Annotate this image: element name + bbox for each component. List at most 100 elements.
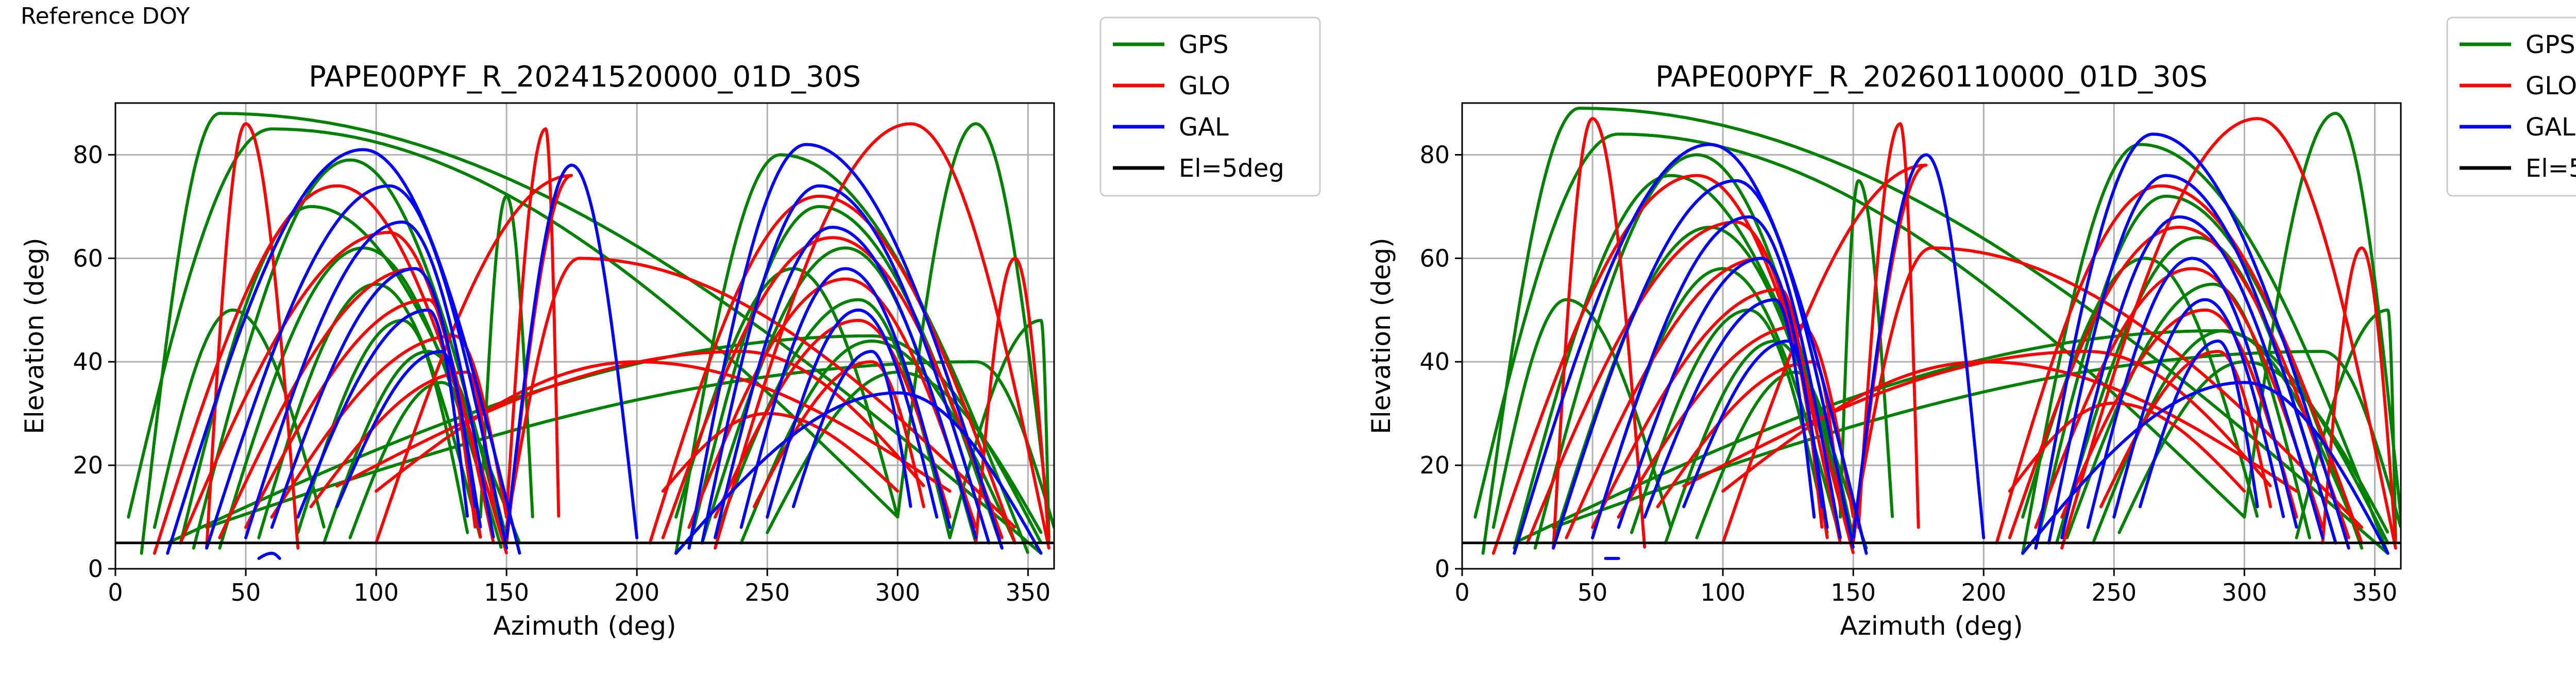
satellite-arc-glo: [1552, 117, 1647, 550]
x-tick-label: 100: [353, 579, 399, 606]
satellite-arc-gps: [2065, 282, 2311, 539]
satellite-arc-gps: [896, 122, 1050, 519]
satellite-arc-gps: [127, 127, 900, 519]
satellite-arc-gal: [1643, 298, 1816, 519]
chart-title: PAPE00PYF_R_20241520000_01D_30S: [309, 60, 861, 94]
legend-label: GLO: [2526, 72, 2576, 100]
satellite-arc-gal: [700, 184, 991, 545]
satellite-arc-gal: [1852, 153, 1986, 539]
satellite-arc-glo: [2034, 267, 2325, 529]
satellite-arc-gal: [296, 308, 469, 519]
satellite-arc-gal: [2034, 132, 2350, 550]
y-tick-label: 0: [88, 555, 103, 583]
legend-label: GPS: [1179, 30, 1229, 59]
satellite-arc-gal: [2086, 257, 2298, 529]
legend-label: GAL: [1179, 113, 1229, 142]
satellite-arc-gal: [2138, 339, 2259, 508]
satellite-arc-gal: [257, 551, 281, 560]
satellite-arc-gps: [192, 158, 509, 550]
chart-panel-1: 0 50 100 150 200 250 300 350 0 20 40 60 80 PAPE00PYF_…: [20, 16, 1321, 641]
legend: GPS GLO GAL El=5deg: [1099, 16, 1321, 197]
satellite-arc-glo: [505, 257, 1017, 529]
plot-frame: [114, 102, 1055, 570]
x-tick-label: 50: [1578, 579, 1608, 606]
satellite-arc-gal: [1513, 143, 1868, 555]
x-tick-label: 100: [1700, 579, 1745, 606]
satellite-arc-glo: [1852, 246, 2364, 529]
satellite-arc-gps: [152, 308, 326, 529]
legend-label: El=5deg: [1179, 154, 1284, 183]
satellite-arc-gps: [257, 282, 482, 539]
reference-doy-label: Reference DOY: [21, 3, 190, 29]
satellite-arc-gal: [2060, 215, 2325, 539]
x-tick-label: 50: [231, 579, 261, 606]
satellite-arc-glo: [2008, 401, 2246, 493]
x-tick-label: 200: [1961, 579, 2006, 606]
satellite-arc-glo: [974, 257, 1050, 545]
satellite-arc-gal: [505, 163, 639, 539]
satellite-arc-gal: [766, 308, 939, 519]
satellite-arc-gps: [2295, 308, 2397, 539]
legend-label: GLO: [1179, 72, 1230, 100]
legend-label: El=5deg: [2526, 154, 2576, 183]
satellite-arc-glo: [505, 127, 561, 519]
y-tick-label: 20: [73, 451, 103, 479]
y-axis-label: Elevation (deg): [1366, 238, 1396, 434]
x-tick-label: 350: [1005, 579, 1050, 606]
satellite-arc-gal: [687, 143, 1004, 550]
satellite-arc-glo: [661, 412, 900, 493]
satellite-arc-gal: [335, 350, 477, 508]
x-axis-label: Azimuth (deg): [493, 611, 676, 641]
legend-label: GAL: [2526, 113, 2575, 142]
satellite-arc-gal: [2021, 381, 2389, 555]
x-tick-label: 250: [2091, 579, 2137, 606]
satellite-arc-glo: [1857, 122, 1920, 529]
satellite-arc-gps: [1492, 298, 1672, 529]
x-tick-label: 0: [1454, 579, 1469, 606]
x-tick-label: 250: [744, 579, 790, 606]
satellite-arc-glo: [244, 298, 477, 529]
satellite-arc-gal: [1591, 215, 1842, 539]
satellite-arc-gal: [714, 226, 978, 539]
satellite-arc-gal: [2047, 174, 2337, 545]
legend: GPS GLO GAL El=5deg: [2446, 16, 2576, 197]
y-tick-label: 60: [1419, 244, 1450, 272]
legend-label: GPS: [2526, 30, 2575, 59]
satellite-arc-gps: [1481, 106, 2389, 555]
satellite-arc-glo: [714, 318, 952, 519]
y-axis-label: Elevation (deg): [20, 238, 49, 434]
y-tick-label: 80: [73, 141, 103, 168]
satellite-arc-glo: [152, 184, 509, 555]
x-tick-label: 150: [484, 579, 529, 606]
x-tick-label: 300: [2222, 579, 2267, 606]
series-gal: [1513, 132, 2389, 560]
y-tick-label: 60: [73, 244, 103, 272]
y-tick-label: 0: [1435, 555, 1450, 583]
y-tick-label: 20: [1419, 451, 1450, 479]
satellite-arc-gps: [2021, 143, 2389, 555]
x-tick-label: 350: [2352, 579, 2397, 606]
x-axis-label: Azimuth (deg): [1840, 611, 2023, 641]
y-tick-label: 40: [73, 348, 103, 376]
satellite-arc-gal: [244, 220, 495, 539]
legend-box: [2446, 16, 2576, 197]
satellite-arc-glo: [2321, 246, 2397, 545]
satellite-arc-gps: [1838, 179, 1894, 519]
chart-panel-2: 0 50 100 150 200 250 300 350 0 20 40 60 80 PAPE00PYF_…: [1366, 16, 2576, 641]
satellite-arc-glo: [714, 122, 1050, 550]
satellite-arc-glo: [2099, 350, 2272, 508]
plot-area: [127, 112, 1054, 560]
satellite-arc-gal: [2112, 298, 2285, 519]
satellite-arc-gal: [1552, 179, 1855, 550]
legend-box: [1099, 16, 1321, 197]
satellite-arc-glo: [1995, 184, 2364, 545]
satellite-arc-gal: [739, 267, 952, 529]
satellite-arc-gps: [479, 194, 534, 519]
x-tick-label: 200: [614, 579, 659, 606]
plot-area: [1473, 106, 2401, 560]
y-tick-label: 40: [1419, 348, 1450, 376]
satellite-arc-gps: [948, 318, 1050, 539]
chart-title: PAPE00PYF_R_20260110000_01D_30S: [1655, 60, 2208, 94]
x-tick-label: 300: [875, 579, 920, 606]
